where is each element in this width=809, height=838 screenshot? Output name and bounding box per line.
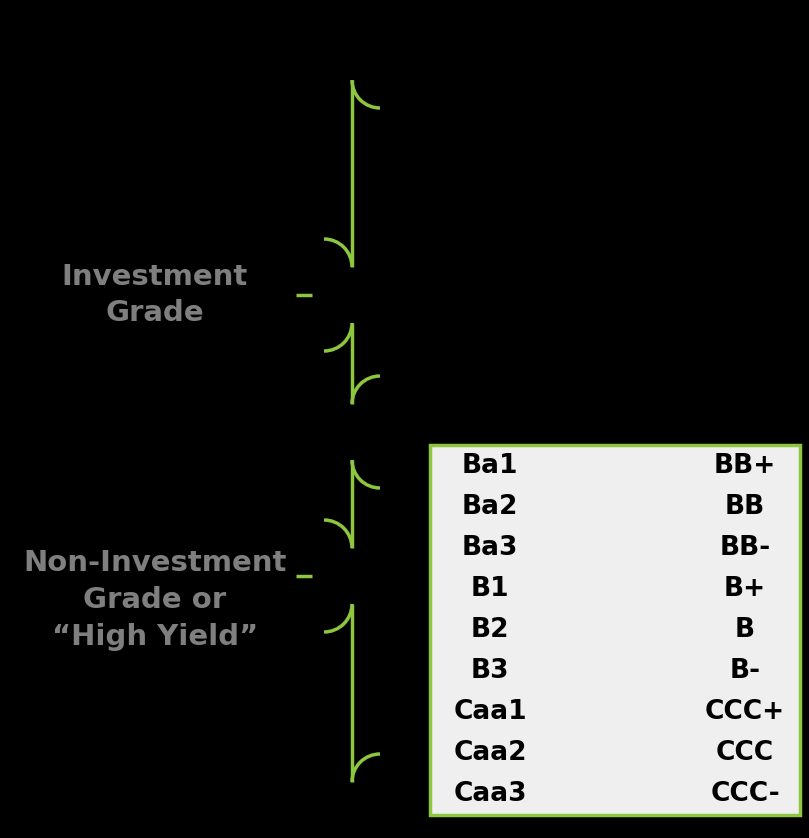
Text: Caa2: Caa2 xyxy=(453,740,527,766)
Text: Ba2: Ba2 xyxy=(462,494,519,520)
Text: BB: BB xyxy=(725,494,765,520)
Text: B2: B2 xyxy=(471,617,509,643)
Text: B: B xyxy=(735,617,755,643)
Text: Non-Investment
Grade or
“High Yield”: Non-Investment Grade or “High Yield” xyxy=(23,549,286,651)
Text: BB+: BB+ xyxy=(714,453,776,478)
Text: Ba3: Ba3 xyxy=(462,535,519,561)
Text: B3: B3 xyxy=(471,658,509,684)
Text: B-: B- xyxy=(730,658,760,684)
Text: Ba1: Ba1 xyxy=(462,453,519,478)
Text: CCC-: CCC- xyxy=(710,782,780,808)
Text: Investment
Grade: Investment Grade xyxy=(61,262,248,328)
FancyBboxPatch shape xyxy=(430,445,800,815)
Text: B+: B+ xyxy=(724,576,766,602)
Text: BB-: BB- xyxy=(719,535,770,561)
Text: CCC: CCC xyxy=(716,740,774,766)
Text: CCC+: CCC+ xyxy=(705,699,785,725)
Text: B1: B1 xyxy=(471,576,510,602)
Text: Caa3: Caa3 xyxy=(453,782,527,808)
Text: Caa1: Caa1 xyxy=(453,699,527,725)
